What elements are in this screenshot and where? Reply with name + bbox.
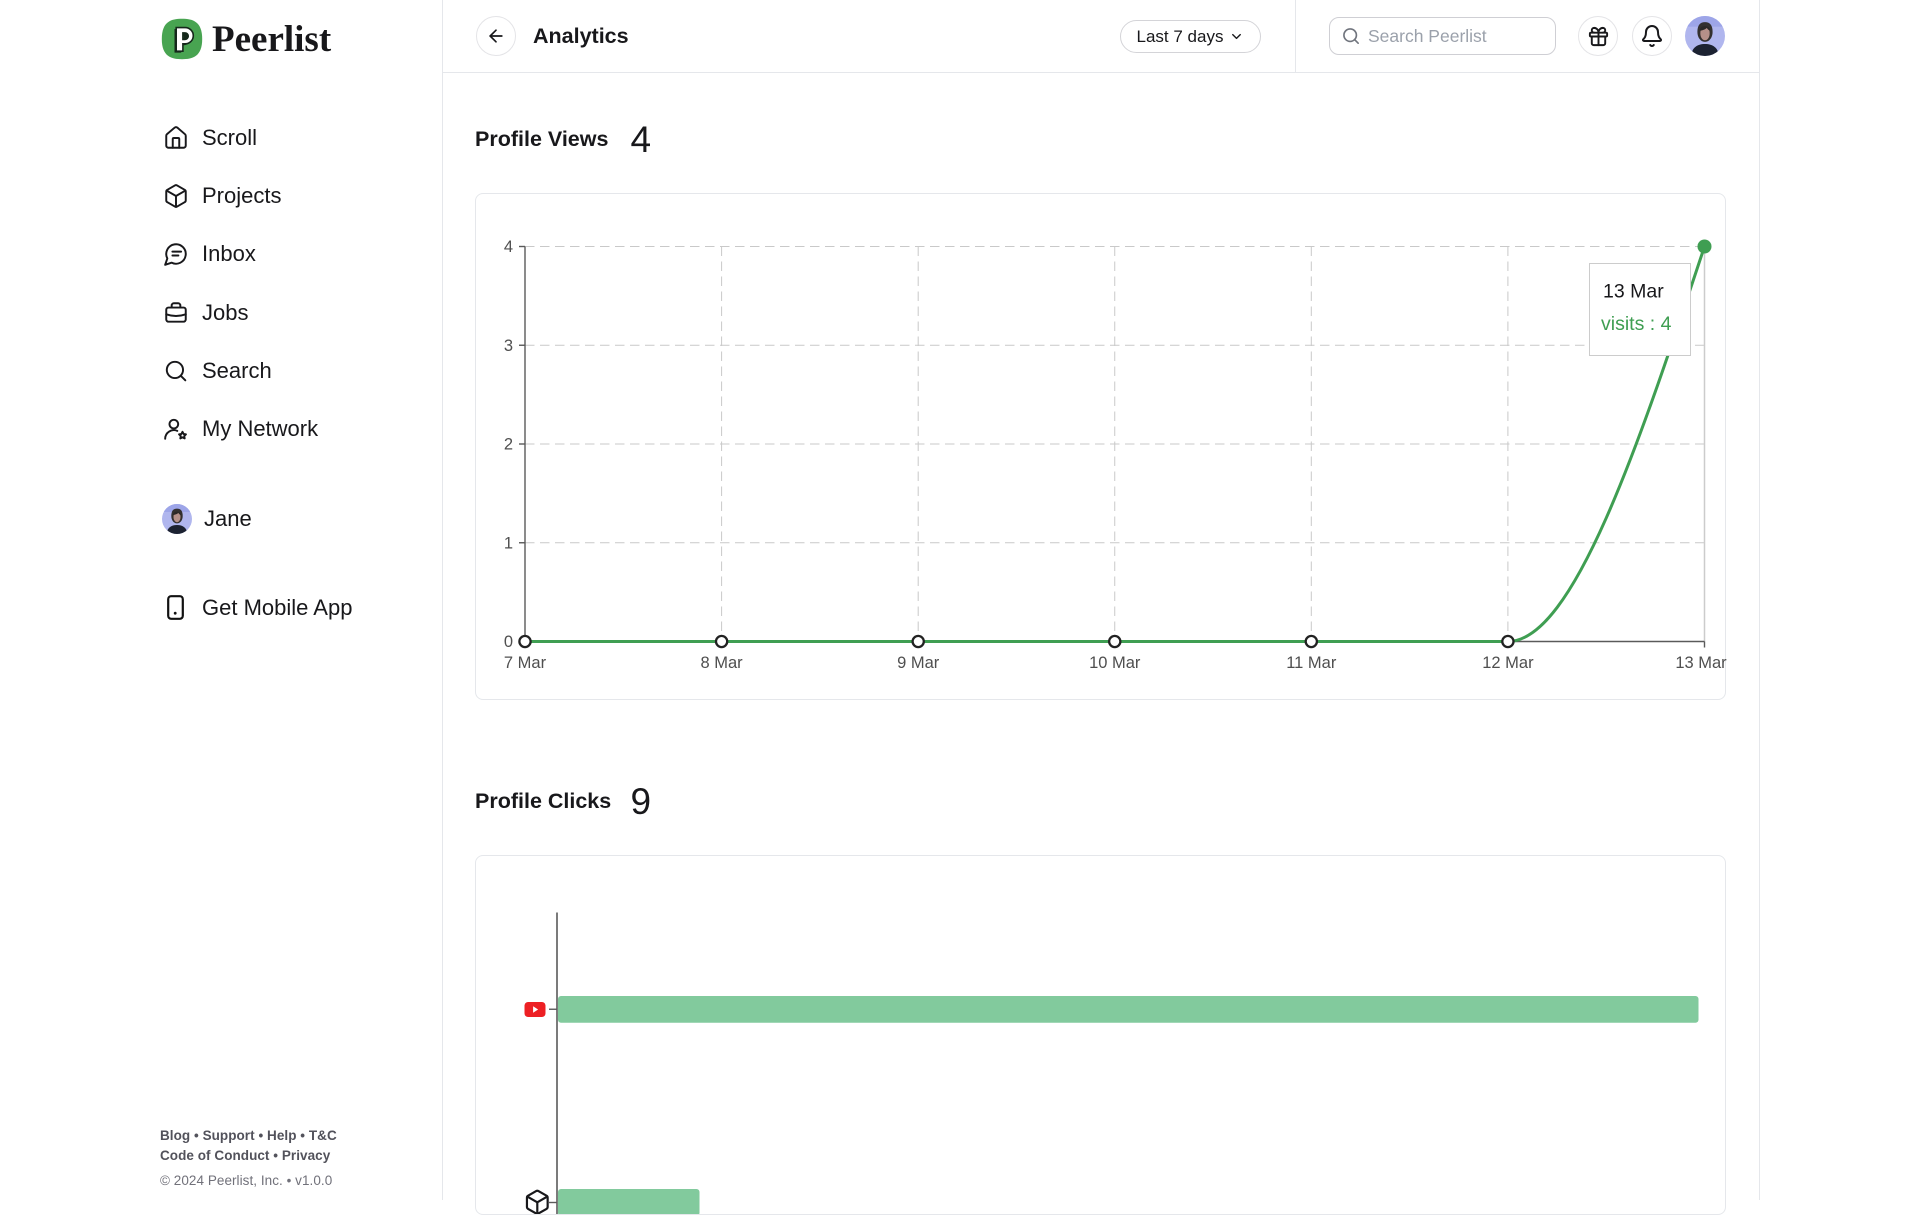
svg-text:9 Mar: 9 Mar <box>897 654 940 672</box>
svg-text:3: 3 <box>504 337 513 355</box>
svg-text:13 Mar: 13 Mar <box>1675 654 1727 672</box>
svg-text:visits : 4: visits : 4 <box>1601 313 1672 335</box>
svg-text:7 Mar: 7 Mar <box>504 654 547 672</box>
svg-text:0: 0 <box>504 633 513 651</box>
svg-text:2: 2 <box>504 436 513 454</box>
svg-text:10 Mar: 10 Mar <box>1089 654 1141 672</box>
svg-text:11 Mar: 11 Mar <box>1286 654 1337 672</box>
svg-text:8 Mar: 8 Mar <box>701 654 744 672</box>
svg-text:13 Mar: 13 Mar <box>1603 281 1664 303</box>
svg-text:12 Mar: 12 Mar <box>1482 654 1534 672</box>
svg-text:4: 4 <box>504 238 513 256</box>
svg-text:1: 1 <box>504 534 513 552</box>
